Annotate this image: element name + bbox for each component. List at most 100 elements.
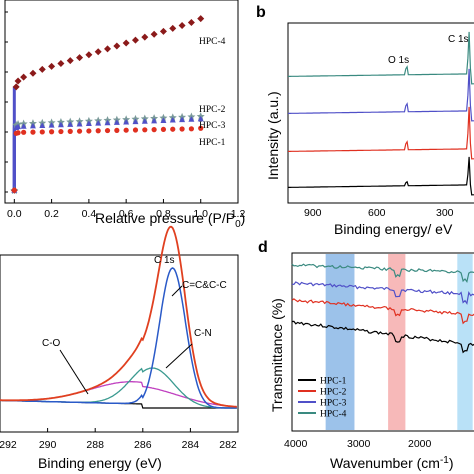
point-hpc-3-20: [179, 116, 186, 123]
co-arrow: [59, 349, 89, 395]
point-hpc-1-10: [86, 128, 92, 134]
ftir-curve-hpc-1: [291, 320, 474, 354]
panel-b-label: b: [256, 4, 266, 21]
point-hpc-1-8: [67, 128, 73, 134]
point-hpc-3-7: [57, 121, 64, 128]
point-hpc-1-12: [104, 127, 111, 134]
point-hpc-1-3: [21, 129, 27, 135]
point-hpc-4-4: [29, 69, 37, 77]
legend-label-hpc-2: HPC-2: [320, 388, 347, 398]
panel-c: C 1s C=C&C-C C-O C-N 292 290 288 286 284 282 …: [0, 225, 239, 471]
point-hpc-4-18: [159, 27, 167, 35]
point-hpc-1-16: [142, 127, 148, 133]
legend-label-hpc-1: HPC-1: [320, 377, 347, 387]
point-hpc-3-19: [169, 117, 176, 123]
point-hpc-1-4: [30, 129, 36, 135]
panel-d-tick-4000: 4000: [284, 438, 308, 450]
cn-arrow: [165, 343, 193, 369]
c-cc-component: [0, 267, 237, 409]
ftir-curve-hpc-3: [291, 281, 474, 305]
survey-curve-4: [288, 31, 474, 85]
panel-b-tick-900: 900: [304, 207, 322, 219]
panel-a-xticks: 0.0 0.2 0.4 0.6 0.8 1.0 1.2: [7, 199, 245, 220]
point-hpc-3-14: [123, 119, 130, 125]
point-hpc-1-22: [198, 125, 204, 131]
point-hpc-3-3: [20, 123, 27, 129]
panel-a-xtick-label: 0.6: [119, 208, 134, 220]
point-hpc-4-11: [94, 48, 102, 56]
point-hpc-4-21: [187, 19, 195, 27]
point-hpc-1-7: [58, 128, 64, 135]
survey-curve-3: [288, 68, 474, 122]
point-hpc-4-8: [66, 57, 74, 65]
point-hpc-4-1: [12, 83, 20, 91]
point-hpc-3-8: [67, 121, 74, 127]
legend-label-hpc-3: HPC-3: [320, 399, 347, 409]
panel-a-xtick-label: 0.4: [82, 208, 97, 220]
legend-label-hpc-4: HPC-4: [320, 410, 347, 420]
point-hpc-4-12: [104, 45, 112, 53]
panel-a-xtick-label: 0.2: [44, 208, 59, 220]
point-hpc-3-21: [188, 116, 195, 122]
peak-o1s-label: O 1s: [388, 55, 409, 66]
point-hpc-4-5: [38, 65, 46, 73]
point-hpc-3-9: [76, 120, 83, 127]
point-hpc-4-19: [169, 24, 177, 32]
panel-d-tick-2000: 2000: [408, 438, 432, 450]
panel-b-curves: [288, 31, 474, 196]
point-hpc-4-2: [14, 77, 22, 85]
point-hpc-3-12: [104, 119, 111, 126]
point-hpc-3-2: [15, 123, 22, 130]
point-hpc-4-17: [150, 30, 158, 38]
point-hpc-3-5: [39, 122, 46, 129]
panel-a: 0.0 0.2 0.4 0.6 0.8 1.0 1.2 Relative pressure …: [4, 0, 245, 230]
cn-label: C-N: [194, 328, 212, 339]
legend-hpc-3-label: HPC-3: [199, 121, 226, 131]
point-hpc-3-18: [160, 117, 167, 123]
panel-a-points: [5, 11, 205, 195]
c-envelope-curve: [0, 225, 237, 408]
panel-c-curves: [0, 225, 237, 409]
point-hpc-4-7: [57, 60, 65, 67]
point-hpc-4-15: [131, 36, 139, 44]
point-hpc-1-6: [49, 129, 55, 135]
ftir-curve-hpc-4: [291, 263, 474, 284]
co-label: C-O: [42, 338, 61, 349]
panel-d-tick-3000: 3000: [347, 438, 371, 450]
point-hpc-1-11: [95, 128, 101, 134]
panel-c-xtick-label: 290: [39, 439, 57, 451]
ftir-curve-hpc-2: [291, 298, 474, 325]
point-hpc-3-16: [141, 118, 148, 124]
cc-arrow: [171, 285, 183, 297]
panel-a-frame: [4, 0, 239, 204]
point-hpc-1-13: [114, 127, 120, 133]
panel-d: d Transmittance (%) HPC-1HPC-2HPC-3HPC-4…: [258, 239, 474, 471]
point-hpc-1-9: [76, 128, 83, 134]
panel-b-xlabel: Binding energy/ eV: [334, 221, 453, 237]
panel-d-label: d: [258, 239, 268, 256]
panel-c-xticks: 292 290 288 286 284 282: [0, 428, 239, 451]
panel-c-xtick-label: 282: [219, 439, 237, 451]
panel-c-frame: [0, 254, 239, 433]
panel-d-ylabel: Transmittance (%): [269, 298, 285, 412]
c1s-label: C 1s: [154, 255, 175, 266]
legend-hpc-4-label: HPC-4: [199, 37, 226, 47]
point-hpc-3-13: [113, 119, 120, 125]
panel-a-xlabel: Relative pressure (P/P0): [95, 210, 245, 230]
absorption-band-1: [325, 254, 355, 430]
point-hpc-1-14: [123, 127, 129, 133]
panel-d-curves: [291, 263, 474, 354]
point-hpc-3-6: [48, 122, 55, 128]
point-hpc-4-22: [197, 15, 205, 23]
point-hpc-1-20: [179, 126, 185, 132]
panel-b-ylabel: Intensity (a.u.): [265, 91, 281, 180]
point-hpc-4-10: [85, 51, 93, 59]
point-hpc-3-17: [151, 117, 158, 124]
panel-c-xtick-label: 284: [182, 439, 200, 451]
panel-d-xlabel: Wavenumber (cm-1): [330, 455, 454, 471]
panel-a-xtick-label: 0.0: [7, 208, 22, 220]
point-hpc-1-19: [170, 126, 176, 132]
panel-d-frame: [291, 252, 474, 432]
peak-c1s-label: C 1s: [448, 34, 469, 45]
